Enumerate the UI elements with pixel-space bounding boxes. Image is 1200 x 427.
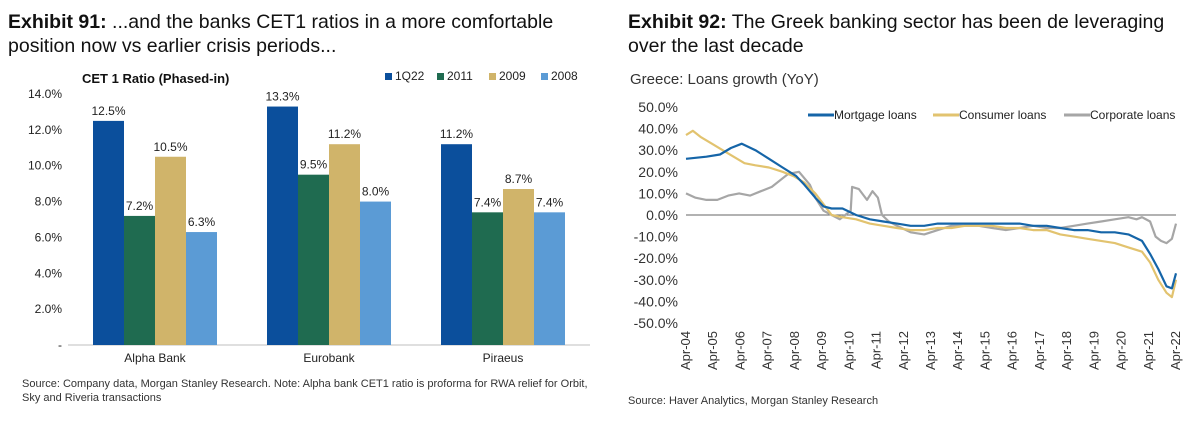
bar-data-label: 8.0% — [362, 185, 390, 199]
y-tick-label: 2.0% — [35, 302, 63, 316]
bar-data-label: 7.4% — [474, 195, 502, 209]
exhibit-92-title: Exhibit 92: The Greek banking sector has… — [628, 10, 1198, 58]
x-tick-label: Apr-16 — [1005, 331, 1020, 370]
y-tick-label: 50.0% — [638, 99, 678, 115]
x-tick-label: Apr-05 — [705, 331, 720, 370]
legend-swatch-2009 — [489, 73, 496, 80]
y-tick-label: 4.0% — [35, 266, 63, 280]
y-tick-label: -50.0% — [634, 315, 678, 331]
series-line-consumer-loans — [685, 129, 1178, 299]
exhibit-91-label: Exhibit 91: — [8, 11, 107, 33]
legend-label-1Q22: 1Q22 — [395, 69, 425, 83]
x-tick-label: Apr-09 — [814, 331, 829, 370]
x-tick-label: Apr-13 — [923, 331, 938, 370]
x-tick-label: Apr-22 — [1168, 331, 1183, 370]
bar-piraeus-2009 — [503, 189, 534, 345]
y-tick-label: 40.0% — [638, 121, 678, 137]
x-category-label: Eurobank — [303, 351, 355, 365]
x-tick-label: Apr-04 — [678, 331, 693, 370]
exhibit-91-heading: ...and the banks CET1 ratios in a more c… — [8, 11, 554, 57]
y-tick-label: 20.0% — [638, 164, 678, 180]
y-tick-label: 10.0% — [638, 185, 678, 201]
y-tick-label: -20.0% — [634, 250, 678, 266]
y-tick-label: 10.0% — [28, 159, 62, 173]
bar-data-label: 11.2% — [440, 127, 473, 141]
x-tick-label: Apr-10 — [841, 331, 856, 370]
bar-data-label: 12.5% — [91, 104, 125, 118]
x-tick-label: Apr-17 — [1032, 331, 1047, 370]
x-tick-label: Apr-11 — [869, 331, 884, 369]
bar-alpha-bank-2011 — [124, 215, 155, 345]
bar-data-label: 7.4% — [536, 195, 564, 209]
y-tick-label: -30.0% — [634, 272, 678, 288]
exhibit-91-title: Exhibit 91: ...and the banks CET1 ratios… — [8, 10, 588, 58]
bar-piraeus-2008 — [534, 212, 565, 345]
legend-label-mortgage-loans: Mortgage loans — [834, 108, 917, 122]
bar-piraeus-2011 — [472, 212, 503, 345]
legend-swatch-1Q22 — [385, 73, 392, 80]
x-tick-label: Apr-18 — [1059, 331, 1074, 370]
bar-eurobank-2011 — [298, 174, 329, 345]
bar-eurobank-1Q22 — [267, 106, 298, 345]
bar-data-label: 8.7% — [505, 172, 533, 186]
exhibit-91-source: Source: Company data, Morgan Stanley Res… — [22, 378, 588, 404]
x-tick-label: Apr-06 — [732, 331, 747, 370]
exhibit-92-label: Exhibit 92: — [628, 11, 727, 33]
x-tick-label: Apr-14 — [950, 331, 965, 370]
x-tick-label: Apr-21 — [1141, 331, 1156, 370]
exhibit-92-source: Source: Haver Analytics, Morgan Stanley … — [628, 395, 879, 407]
x-tick-label: Apr-07 — [760, 331, 775, 370]
bar-data-label: 6.3% — [188, 215, 216, 229]
bar-data-label: 11.2% — [328, 127, 361, 141]
x-tick-label: Apr-15 — [977, 331, 992, 370]
y-tick-label: - — [58, 338, 62, 352]
x-tick-label: Apr-12 — [896, 331, 911, 370]
bar-eurobank-2008 — [360, 201, 391, 345]
bar-alpha-bank-1Q22 — [93, 120, 124, 345]
y-tick-label: 14.0% — [28, 87, 62, 101]
legend-label-2011: 2011 — [447, 69, 473, 83]
bar-data-label: 9.5% — [300, 158, 328, 172]
bar-alpha-bank-2008 — [186, 232, 217, 345]
legend-swatch-2008 — [541, 73, 548, 80]
y-tick-label: 8.0% — [35, 195, 63, 209]
y-tick-label: 6.0% — [35, 230, 63, 244]
cet1-bar-chart: CET 1 Ratio (Phased-in) 1Q22 2011 2009 2008 -… — [28, 69, 590, 365]
y-tick-label: 12.0% — [28, 123, 62, 137]
exhibit-92-heading: The Greek banking sector has been de lev… — [628, 11, 1165, 57]
bar-data-label: 7.2% — [126, 199, 154, 213]
bar-data-label: 13.3% — [265, 90, 299, 104]
x-tick-label: Apr-20 — [1114, 331, 1129, 370]
bar-eurobank-2009 — [329, 144, 360, 345]
bar-data-label: 10.5% — [153, 140, 187, 154]
x-category-label: Piraeus — [483, 351, 524, 365]
bar-chart-title: CET 1 Ratio (Phased-in) — [82, 71, 229, 86]
bar-piraeus-1Q22 — [441, 144, 472, 345]
exhibit-92-panel: Exhibit 92: The Greek banking sector has… — [620, 0, 1200, 427]
y-tick-label: -10.0% — [634, 229, 678, 245]
line-chart-title: Greece: Loans growth (YoY) — [630, 71, 819, 88]
legend-swatch-2011 — [437, 73, 444, 80]
y-tick-label: 30.0% — [638, 142, 678, 158]
x-tick-label: Apr-19 — [1086, 331, 1101, 370]
legend-label-2009: 2009 — [499, 69, 526, 83]
legend-label-consumer-loans: Consumer loans — [959, 108, 1046, 122]
bar-alpha-bank-2009 — [155, 156, 186, 345]
x-category-label: Alpha Bank — [124, 351, 186, 365]
x-tick-label: Apr-08 — [787, 331, 802, 370]
loans-growth-line-chart: Greece: Loans growth (YoY) -50.0% -40.0% -3… — [630, 71, 1183, 370]
series-line-mortgage-loans — [685, 142, 1178, 290]
legend-label-corporate-loans: Corporate loans — [1090, 108, 1175, 122]
y-tick-label: -40.0% — [634, 293, 678, 309]
y-tick-label: 0.0% — [646, 207, 678, 223]
exhibit-91-panel: Exhibit 91: ...and the banks CET1 ratios… — [8, 10, 590, 404]
legend-label-2008: 2008 — [551, 69, 578, 83]
